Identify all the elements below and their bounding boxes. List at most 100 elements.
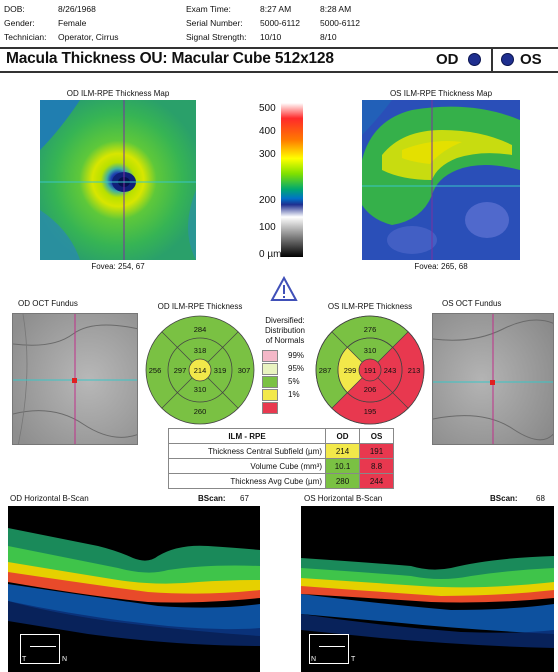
os-bscan-orientation-box (309, 634, 349, 664)
legend-swatch-99 (262, 350, 278, 362)
os-etdrs-graphic (315, 315, 425, 425)
od-fundus-image[interactable] (12, 313, 138, 445)
table-header: ILM - RPE (168, 428, 326, 444)
os-inner-right: 243 (383, 366, 397, 375)
table-header-row: ILM - RPE OD OS (168, 428, 394, 444)
table-cell-od: 10.1 (325, 458, 360, 474)
od-center: 214 (193, 366, 207, 375)
table-cell-label: Thickness Avg Cube (µm) (168, 473, 326, 489)
serial-label: Serial Number: (186, 18, 243, 28)
legend-swatch-1 (262, 389, 278, 401)
warning-triangle-icon[interactable] (270, 275, 298, 307)
legend-label-1: 1% (288, 390, 300, 399)
od-bscan-orientation-box (20, 634, 60, 664)
legend-swatch-95 (262, 363, 278, 375)
gender-value: Female (58, 18, 87, 28)
os-bscan-value: 68 (536, 494, 545, 503)
os-fundus-title: OS OCT Fundus (442, 299, 502, 308)
od-map-title: OD ILM-RPE Thickness Map (66, 89, 170, 98)
od-bscan-label: BScan: (198, 494, 226, 503)
os-outer-top: 276 (363, 325, 377, 334)
legend-title-line: of Normals (265, 336, 305, 345)
table-cell-label: Volume Cube (mm³) (168, 458, 326, 474)
os-bscan-title: OS Horizontal B-Scan (304, 494, 383, 503)
od-outer-top: 284 (193, 325, 207, 334)
od-bscan-graphic (8, 506, 260, 672)
technician-label: Technician: (4, 32, 47, 42)
os-inner-bottom: 206 (363, 385, 377, 394)
dob-value: 8/26/1968 (58, 4, 96, 14)
table-cell-os: 191 (359, 443, 394, 459)
thickness-color-bar (281, 103, 303, 257)
eye-separator (491, 49, 493, 71)
od-etdrs-graphic (145, 315, 255, 425)
normals-legend: Diversified: Distribution of Normals (258, 316, 312, 346)
dob-label: DOB: (4, 4, 25, 14)
signal-od: 10/10 (260, 32, 282, 42)
table-row: Volume Cube (mm³) 10.1 8.8 (168, 458, 394, 474)
os-fundus-image[interactable] (432, 313, 554, 445)
od-bscan-image[interactable]: T N (8, 506, 260, 672)
table-cell-label: Thickness Central Subfield (µm) (168, 443, 326, 459)
table-cell-od: 214 (325, 443, 360, 459)
os-etdrs-title: OS ILM-RPE Thickness (327, 302, 413, 311)
od-outer-right: 307 (237, 366, 251, 375)
colorbar-label: 100 (259, 222, 276, 233)
serial-od: 5000-6112 (260, 18, 301, 28)
od-fundus-title: OD OCT Fundus (18, 299, 78, 308)
os-center: 191 (363, 366, 377, 375)
table-cell-os: 244 (359, 473, 394, 489)
exam-time-label: Exam Time: (186, 4, 231, 14)
table-cell-od: 280 (325, 473, 360, 489)
title-bar (0, 47, 558, 73)
os-bscan-label: BScan: (490, 494, 518, 503)
os-bscan-graphic (301, 506, 554, 672)
od-inner-right: 319 (213, 366, 227, 375)
od-outer-left: 256 (148, 366, 162, 375)
signal-os: 8/10 (320, 32, 337, 42)
os-thickness-map-image (362, 100, 520, 260)
od-fundus-graphic (13, 314, 137, 444)
od-inner-top: 318 (193, 346, 207, 355)
od-bscan-n: N (62, 656, 68, 663)
table-row: Thickness Avg Cube (µm) 280 244 (168, 473, 394, 489)
od-eye-dot-icon (468, 53, 481, 66)
gender-label: Gender: (4, 18, 35, 28)
colorbar-label: 0 µm (259, 249, 282, 260)
od-inner-left: 297 (173, 366, 187, 375)
technician-value: Operator, Cirrus (58, 32, 119, 42)
os-fovea-label: Fovea: 265, 68 (414, 262, 468, 271)
od-thickness-map-image (40, 100, 196, 260)
exam-time-os: 8:28 AM (320, 4, 352, 14)
od-etdrs-grid[interactable]: 284 318 256 297 214 319 307 310 260 (144, 314, 256, 426)
colorbar-label: 300 (259, 149, 276, 160)
os-thickness-map[interactable] (362, 100, 520, 260)
colorbar-label: 200 (259, 195, 276, 206)
legend-swatch-5 (262, 376, 278, 388)
table-header: OD (325, 428, 360, 444)
os-etdrs-grid[interactable]: 276 310 287 299 191 243 213 206 195 (314, 314, 426, 426)
page-title: Macula Thickness OU: Macular Cube 512x12… (6, 50, 334, 67)
os-bscan-n: N (311, 656, 317, 663)
os-bscan-image[interactable]: N T (301, 506, 554, 672)
legend-title-line: Distribution (264, 326, 305, 335)
od-bscan-arrow-icon (30, 646, 56, 647)
legend-label-99: 99% (288, 351, 305, 360)
od-fovea-label: Fovea: 254, 67 (91, 262, 145, 271)
od-inner-bottom: 310 (193, 385, 207, 394)
od-bscan-value: 67 (240, 494, 249, 503)
od-thickness-map[interactable] (40, 100, 196, 260)
os-inner-top: 310 (363, 346, 377, 355)
table-row: Thickness Central Subfield (µm) 214 191 (168, 443, 394, 459)
table-cell-os: 8.8 (359, 458, 394, 474)
exam-time-od: 8:27 AM (260, 4, 292, 14)
od-bscan-t: T (22, 656, 27, 663)
thickness-summary-table: ILM - RPE OD OS Thickness Central Subfie… (168, 428, 394, 489)
os-bscan-t: T (351, 656, 356, 663)
legend-swatch-below-1 (262, 402, 278, 414)
od-etdrs-title: OD ILM-RPE Thickness (157, 302, 243, 311)
colorbar-label: 500 (259, 103, 276, 114)
os-inner-left: 299 (343, 366, 357, 375)
table-header: OS (359, 428, 394, 444)
legend-label-5: 5% (288, 377, 300, 386)
